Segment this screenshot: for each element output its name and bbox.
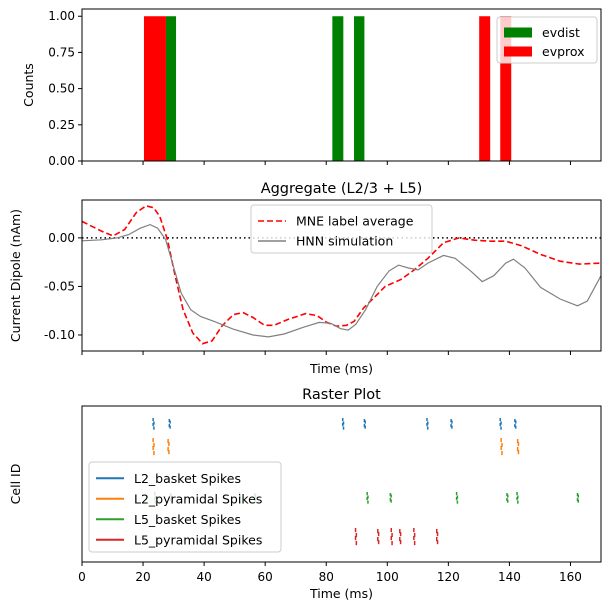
legend-swatch — [504, 27, 532, 38]
y-tick-label: 0.50 — [48, 82, 75, 96]
legend-box — [250, 204, 433, 254]
x-tick-label: 120 — [437, 570, 460, 584]
bar-evprox — [500, 16, 512, 161]
y-tick-label: -0.05 — [44, 279, 75, 293]
y-tick-label: 0.75 — [48, 45, 75, 59]
x-axis-label: Time (ms) — [309, 361, 373, 376]
line-hnn-simulation — [81, 223, 602, 338]
y-axis-label: Cell ID — [8, 464, 23, 505]
legend-label: evdist — [542, 25, 580, 40]
y-axis-label: Counts — [21, 63, 36, 107]
x-tick-label: 160 — [559, 570, 582, 584]
legend-label: evprox — [542, 44, 585, 59]
legend-label: L5_basket Spikes — [134, 512, 241, 527]
axes-frame — [81, 8, 602, 162]
bar-evdist — [354, 16, 365, 161]
bar-evdist — [165, 16, 177, 161]
x-tick-label: 40 — [196, 570, 211, 584]
legend-label: HNN simulation — [296, 234, 393, 249]
y-tick-label: -0.10 — [44, 328, 75, 342]
legend-label: L2_basket Spikes — [134, 471, 241, 486]
y-tick-label: 0.00 — [48, 154, 75, 168]
chart-title: Aggregate (L2/3 + L5) — [261, 181, 423, 197]
x-tick-label: 80 — [319, 570, 334, 584]
x-tick-label: 60 — [258, 570, 273, 584]
legend-label: MNE label average — [296, 214, 414, 229]
subplot-1: Counts 0.00 0.25 0.50 0.75 1.00 evdist evprox — [21, 8, 602, 168]
legend-label: L5_pyramidal Spikes — [134, 532, 262, 547]
chart-title: Raster Plot — [302, 387, 381, 403]
legend-label: L2_pyramidal Spikes — [134, 491, 262, 506]
legend-box — [88, 461, 282, 553]
line-mne-label-average — [81, 204, 602, 345]
bar-evprox — [479, 16, 491, 161]
bar-evdist — [332, 16, 344, 161]
x-tick-label: 140 — [498, 570, 521, 584]
legend: L2_basket Spikes L2_pyramidal Spikes L5_ba… — [88, 461, 282, 553]
x-tick-label: 20 — [135, 570, 150, 584]
legend: evdist evprox — [496, 16, 598, 64]
subplot-3: 0 20 40 60 80 100 120 140 160 Raster Plot Time (ms… — [8, 387, 602, 601]
legend-swatch — [504, 46, 532, 57]
legend: MNE label average HNN simulation — [250, 204, 433, 254]
axes-frame — [81, 199, 602, 352]
y-tick-label: 0.25 — [48, 118, 75, 132]
axes-frame — [81, 405, 602, 563]
x-axis-label: Time (ms) — [309, 586, 373, 601]
bar-evprox — [143, 16, 166, 161]
y-tick-label: 0.00 — [48, 231, 75, 245]
y-axis-label: Current Dipole (nAm) — [8, 209, 23, 342]
subplot-2: Aggregate (L2/3 + L5) Time (ms) Current Di… — [8, 181, 602, 376]
y-tick-label: 1.00 — [48, 9, 75, 23]
x-tick-label: 100 — [376, 570, 399, 584]
x-tick-label: 0 — [78, 570, 86, 584]
